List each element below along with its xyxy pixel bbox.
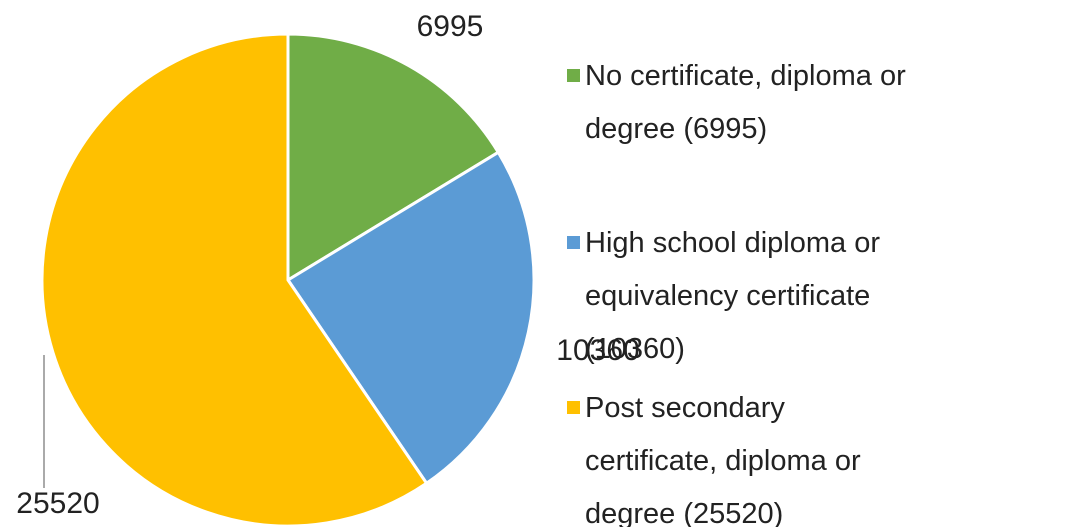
legend-entry: Post secondary certificate, diploma or d… (567, 382, 925, 527)
pie-slice (285, 150, 536, 486)
data-label: 6995 (417, 10, 484, 43)
legend-label: High school diploma or equivalency certi… (585, 227, 880, 365)
data-label: 10360 (556, 334, 639, 367)
legend-swatch (567, 401, 580, 414)
legend-label: Post secondary certificate, diploma or d… (585, 392, 861, 527)
legend-label: No certificate, diploma or degree (6995) (585, 60, 906, 145)
legend-entry: High school diploma or equivalency certi… (567, 217, 925, 376)
legend-entry: No certificate, diploma or degree (6995) (567, 50, 925, 156)
pie-slice (286, 32, 501, 283)
legend-swatch (567, 69, 580, 82)
legend-swatch (567, 236, 580, 249)
data-label: 25520 (16, 487, 99, 520)
pie-slice (40, 32, 429, 527)
